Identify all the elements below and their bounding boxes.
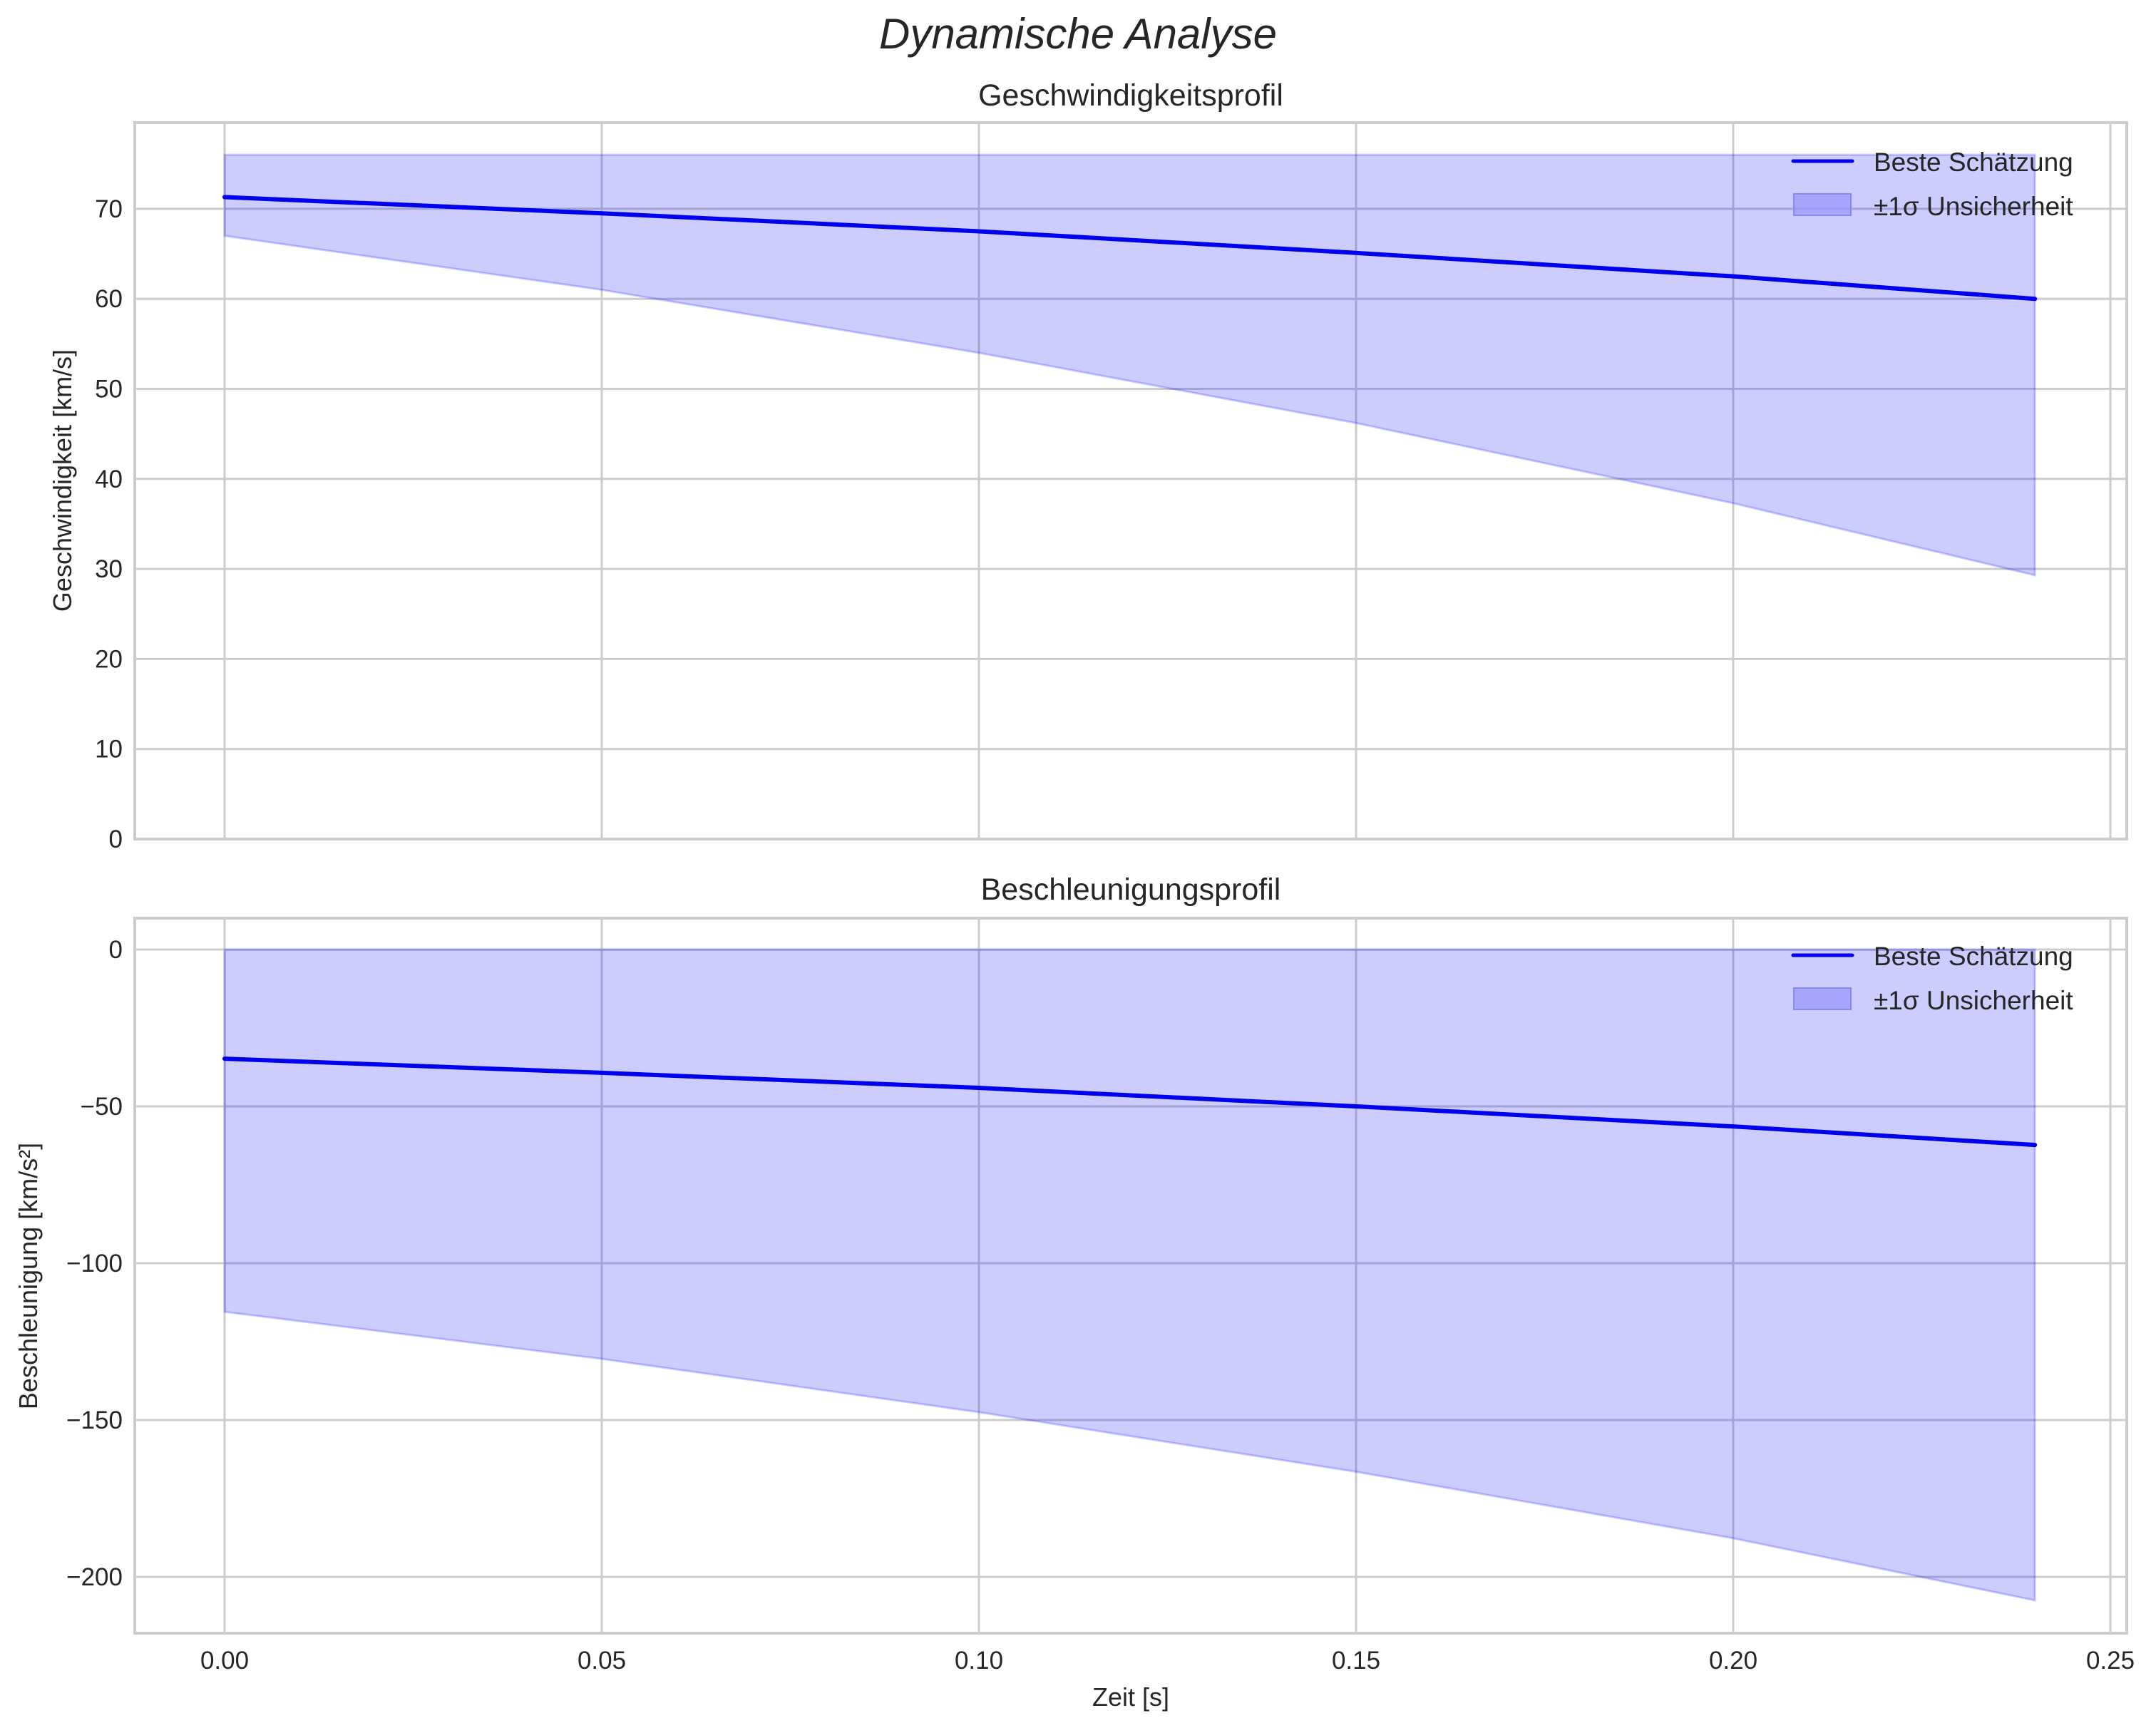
legend-band-swatch-icon: [1793, 987, 1852, 1010]
y-tick-label: 10: [95, 736, 123, 763]
acceleration-y-tick-labels: 0 −50 −100 −150 −200: [66, 936, 123, 1591]
velocity-uncertainty-band: [223, 153, 2036, 577]
acceleration-gridlines: [135, 918, 2127, 1633]
best-estimate-line: [222, 195, 2038, 302]
acceleration-legend: Beste Schätzung ±1σ Unsicherheit: [1791, 942, 2073, 1015]
y-tick-label: 50: [95, 376, 123, 403]
velocity-chart-title: Geschwindigkeitsprofil: [978, 78, 1283, 113]
y-tick-label: 70: [95, 195, 123, 223]
x-tick-label: 0.10: [955, 1647, 1003, 1675]
uncertainty-band-area: [223, 153, 2036, 577]
y-tick-label: −200: [66, 1563, 123, 1591]
acceleration-uncertainty-band: [223, 948, 2036, 1602]
y-tick-label: 40: [95, 466, 123, 493]
y-tick-label: 0: [109, 936, 123, 964]
acceleration-chart: Beschleunigungsprofil 0 −50 −100 −150 −200 0…: [14, 873, 2135, 1712]
y-tick-label: 60: [95, 285, 123, 313]
acceleration-y-axis-label: Beschleunigung [km/s²]: [14, 1143, 43, 1409]
legend-line-label: Beste Schätzung: [1874, 942, 2073, 971]
legend-line-label: Beste Schätzung: [1874, 148, 2073, 177]
legend-band-label: ±1σ Unsicherheit: [1874, 192, 2073, 221]
x-tick-label: 0.05: [578, 1647, 626, 1675]
y-tick-label: −150: [66, 1406, 123, 1434]
best-estimate-line: [222, 1056, 2038, 1148]
x-tick-labels: 0.00 0.05 0.10 0.15 0.20 0.25: [200, 1647, 2135, 1675]
y-tick-label: 30: [95, 555, 123, 583]
y-tick-label: −50: [81, 1093, 123, 1121]
figure-suptitle: Dynamische Analyse: [879, 10, 1277, 58]
legend-band-swatch-icon: [1793, 193, 1852, 216]
x-tick-label: 0.15: [1332, 1647, 1380, 1675]
y-tick-label: 20: [95, 645, 123, 673]
y-tick-label: 0: [109, 826, 123, 853]
x-tick-label: 0.00: [200, 1647, 249, 1675]
velocity-y-tick-labels: 0 10 20 30 40 50 60 70: [95, 195, 123, 853]
acceleration-axes-frame: [133, 917, 2128, 1635]
acceleration-best-estimate-line: [222, 1056, 2038, 1148]
uncertainty-band-area: [223, 948, 2036, 1602]
acceleration-chart-title: Beschleunigungsprofil: [981, 873, 1281, 907]
velocity-best-estimate-line: [222, 195, 2038, 302]
velocity-y-axis-label: Geschwindigkeit [km/s]: [48, 349, 77, 612]
velocity-chart: Geschwindigkeitsprofil 0 10 20 30 40 50 60 70 G…: [48, 78, 2128, 853]
x-tick-label: 0.20: [1709, 1647, 1757, 1675]
velocity-legend: Beste Schätzung ±1σ Unsicherheit: [1791, 148, 2073, 221]
velocity-axes-frame: [133, 121, 2128, 840]
y-tick-label: −100: [66, 1250, 123, 1277]
legend-band-label: ±1σ Unsicherheit: [1874, 986, 2073, 1015]
x-axis-label: Zeit [s]: [1092, 1682, 1169, 1712]
x-tick-label: 0.25: [2086, 1647, 2135, 1675]
